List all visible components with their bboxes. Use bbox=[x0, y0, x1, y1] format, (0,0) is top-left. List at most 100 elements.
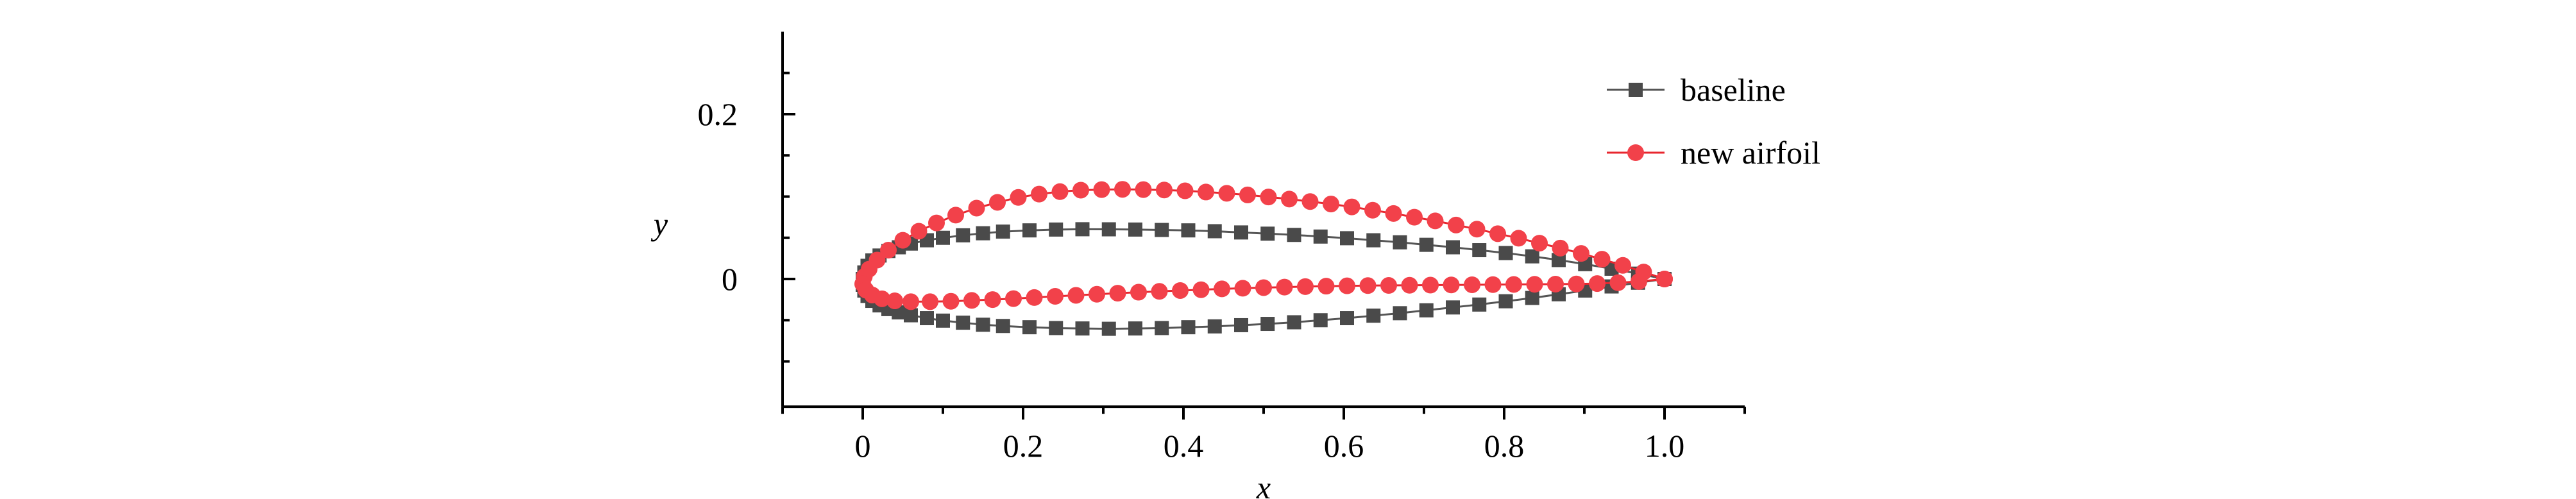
data-point bbox=[922, 293, 938, 310]
data-point bbox=[1419, 237, 1434, 252]
data-point bbox=[1051, 183, 1069, 200]
data-point bbox=[1393, 235, 1407, 249]
data-point bbox=[880, 242, 897, 259]
data-point bbox=[886, 292, 903, 310]
data-point bbox=[1234, 225, 1248, 240]
data-point bbox=[1656, 271, 1673, 287]
data-point bbox=[1525, 291, 1539, 305]
data-point bbox=[1422, 276, 1439, 294]
data-point bbox=[1172, 282, 1189, 299]
data-point bbox=[1130, 283, 1147, 301]
data-point bbox=[1547, 275, 1564, 292]
data-point bbox=[1448, 216, 1464, 233]
data-point bbox=[1484, 276, 1502, 293]
legend-item: new airfoil bbox=[1607, 135, 1820, 171]
data-point bbox=[1568, 275, 1585, 292]
data-point bbox=[1047, 287, 1063, 305]
data-point bbox=[996, 319, 1010, 334]
data-point bbox=[1401, 276, 1418, 294]
y-ticks: 00.2 bbox=[698, 71, 795, 363]
data-point bbox=[1214, 280, 1230, 298]
data-point bbox=[1498, 246, 1513, 260]
data-point bbox=[956, 316, 970, 330]
data-point bbox=[920, 311, 934, 326]
legend-marker bbox=[1629, 83, 1643, 97]
data-point bbox=[1318, 278, 1335, 295]
data-point bbox=[1505, 276, 1522, 293]
data-point bbox=[996, 224, 1010, 239]
data-point bbox=[1101, 222, 1116, 237]
data-point bbox=[1128, 222, 1142, 237]
legend-label: new airfoil bbox=[1681, 135, 1820, 171]
data-point bbox=[1135, 181, 1152, 198]
data-point bbox=[1155, 321, 1169, 335]
data-point bbox=[1340, 231, 1354, 246]
data-point bbox=[1380, 277, 1397, 294]
data-point bbox=[1525, 249, 1539, 264]
data-point bbox=[1364, 201, 1381, 219]
data-point bbox=[1005, 290, 1022, 307]
data-point bbox=[1301, 193, 1319, 210]
data-point bbox=[1260, 317, 1275, 332]
y-tick-label: 0.2 bbox=[698, 96, 738, 132]
data-point bbox=[1366, 233, 1381, 248]
data-point bbox=[1510, 230, 1527, 247]
data-point bbox=[942, 292, 960, 310]
data-point bbox=[1234, 317, 1248, 332]
data-point bbox=[1072, 182, 1089, 199]
data-point bbox=[1313, 229, 1328, 244]
data-point bbox=[1472, 297, 1487, 312]
data-point bbox=[1343, 198, 1360, 216]
data-point bbox=[1340, 311, 1354, 326]
data-point bbox=[1446, 240, 1460, 255]
x-tick-label: 1.0 bbox=[1645, 428, 1685, 464]
data-point bbox=[1393, 306, 1407, 321]
data-point bbox=[1022, 320, 1037, 335]
data-point bbox=[910, 223, 928, 240]
data-point bbox=[1323, 196, 1339, 213]
x-tick-label: 0.4 bbox=[1164, 428, 1204, 464]
data-point bbox=[1609, 274, 1627, 291]
x-tick-label: 0.2 bbox=[1003, 428, 1044, 464]
data-point bbox=[1049, 222, 1063, 237]
data-point bbox=[1198, 183, 1214, 201]
data-point bbox=[1151, 283, 1168, 300]
data-point bbox=[947, 207, 964, 224]
data-point bbox=[976, 317, 990, 332]
data-point bbox=[1631, 273, 1647, 290]
data-point bbox=[1276, 278, 1293, 296]
x-tick-label: 0 bbox=[855, 428, 871, 464]
data-point bbox=[1260, 189, 1277, 206]
data-point bbox=[936, 313, 950, 328]
data-point bbox=[1128, 321, 1142, 336]
data-point bbox=[1049, 321, 1063, 335]
data-point bbox=[1181, 320, 1196, 335]
legend: baseline new airfoil bbox=[1607, 72, 1820, 171]
data-point bbox=[1489, 225, 1506, 242]
data-point bbox=[1234, 280, 1251, 297]
data-point bbox=[963, 292, 980, 309]
data-point bbox=[1472, 243, 1487, 258]
data-point bbox=[1260, 226, 1275, 241]
x-tick-label: 0.8 bbox=[1484, 428, 1525, 464]
data-point bbox=[904, 308, 918, 323]
data-point bbox=[968, 199, 985, 217]
data-point bbox=[1297, 278, 1314, 295]
data-point bbox=[1181, 223, 1196, 238]
data-point bbox=[1313, 313, 1328, 328]
data-point bbox=[1385, 205, 1402, 222]
data-point bbox=[1446, 300, 1460, 315]
data-point bbox=[1281, 190, 1298, 208]
data-point bbox=[1022, 223, 1037, 238]
data-point bbox=[1498, 294, 1513, 309]
data-point bbox=[1593, 251, 1611, 268]
data-point bbox=[1156, 182, 1173, 199]
data-point bbox=[1114, 181, 1131, 198]
data-point bbox=[1176, 182, 1194, 199]
data-point bbox=[1552, 239, 1569, 257]
data-point bbox=[1573, 245, 1589, 262]
legend-label: baseline bbox=[1681, 72, 1786, 108]
series-new-airfoil bbox=[854, 181, 1673, 310]
data-point bbox=[936, 230, 950, 245]
